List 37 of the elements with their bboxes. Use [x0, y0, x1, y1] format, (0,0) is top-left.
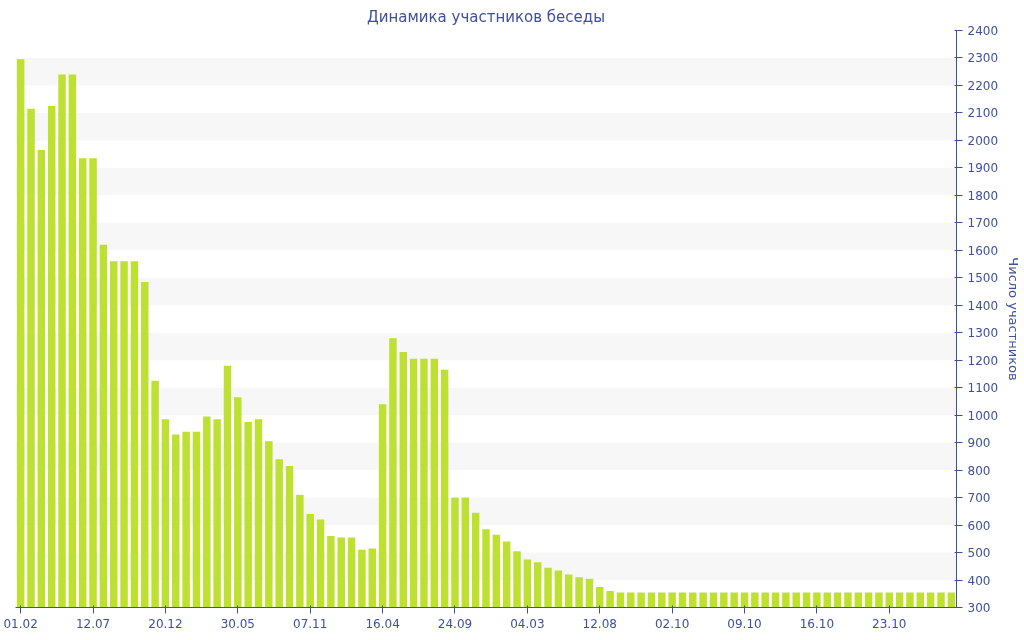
y-tick-label: 1700: [967, 216, 999, 231]
y-tick-label: 900: [967, 436, 991, 451]
x-tick-label: 12.07: [75, 616, 111, 631]
x-tick-label: 16.04: [365, 616, 400, 631]
x-tick-label: 04.03: [510, 616, 545, 631]
y-tick-label: 2400: [967, 24, 999, 38]
y-tick-label: 1100: [967, 381, 999, 396]
x-tick-label: 09.10: [727, 616, 762, 631]
y-tick-label: 600: [967, 518, 991, 533]
y-tick-label: 400: [967, 573, 991, 588]
y-tick-label: 1900: [967, 161, 999, 176]
y-tick-label: 800: [967, 463, 991, 478]
y-tick-label: 2100: [967, 106, 999, 121]
y-tick-label: 2200: [967, 78, 999, 93]
y-tick-label: 500: [967, 546, 991, 561]
y-axis-title: Число участников: [1006, 257, 1022, 381]
y-tick-label: 1400: [967, 298, 999, 313]
y-tick-label: 1000: [967, 408, 999, 423]
y-tick-label: 700: [967, 491, 991, 506]
x-tick-label: 24.09: [437, 616, 473, 631]
x-tick-label: 07.11: [293, 616, 328, 631]
y-tick-label: 1600: [967, 243, 999, 258]
y-tick-label: 300: [967, 601, 991, 615]
y-tick-label: 1200: [967, 353, 999, 368]
x-tick-label: 01.02: [3, 616, 38, 631]
x-tick-label: 30.05: [220, 616, 256, 631]
y-tick-label: 2000: [967, 133, 999, 148]
x-tick-label: 23.10: [872, 616, 907, 631]
x-tick-label: 20.12: [148, 616, 183, 631]
y-tick-label: 1800: [967, 188, 999, 203]
x-tick-label: 02.10: [654, 616, 690, 631]
y-tick-label: 2300: [967, 51, 999, 66]
chart-title: Динамика участников беседы: [366, 7, 606, 26]
x-tick-label: 16.10: [799, 616, 835, 631]
x-tick-label: 12.08: [582, 616, 617, 631]
y-tick-label: 1300: [967, 326, 999, 341]
y-tick-label: 1500: [967, 271, 999, 286]
